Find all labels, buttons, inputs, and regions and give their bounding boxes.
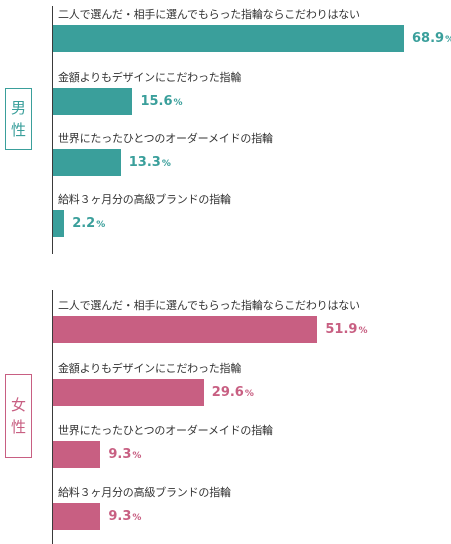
female-axis-line (52, 290, 53, 544)
female-category-label-1: 二人で選んだ・相手に選んでもらった指輪ならこだわりはない (58, 299, 360, 312)
male-category-label-4: 給料３ヶ月分の高級ブランドの指輪 (58, 193, 231, 206)
male-category-label-3: 世界にたったひとつのオーダーメイドの指輪 (58, 132, 273, 145)
male-category-label-2: 金額よりもデザインにこだわった指輪 (58, 71, 242, 84)
male-axis-line (52, 6, 53, 254)
female-value-number-4: 9.3 (108, 509, 132, 524)
female-bar-3 (53, 441, 101, 468)
male-value-label-3: 13.3% (129, 155, 171, 170)
male-value-number-4: 2.2 (72, 216, 96, 231)
female-value-unit-3: % (132, 451, 142, 461)
male-bar-1 (53, 25, 404, 52)
female-bar-4 (53, 503, 101, 530)
male-group-badge: 男 性 (5, 88, 32, 150)
female-value-number-2: 29.6 (211, 385, 244, 400)
male-bar-3 (53, 149, 121, 176)
male-value-number-3: 13.3 (128, 155, 161, 170)
female-value-unit-1: % (358, 326, 368, 336)
female-category-label-2: 金額よりもデザインにこだわった指輪 (58, 362, 242, 375)
female-group-badge: 女 性 (5, 374, 32, 458)
female-bar-2 (53, 379, 204, 406)
female-value-label-4: 9.3% (108, 509, 141, 524)
male-bar-2 (53, 88, 133, 115)
male-value-unit-4: % (96, 220, 106, 230)
male-value-unit-3: % (161, 159, 171, 169)
female-value-label-3: 9.3% (108, 447, 141, 462)
female-value-label-2: 29.6% (212, 385, 254, 400)
female-value-unit-2: % (244, 389, 254, 399)
female-category-label-3: 世界にたったひとつのオーダーメイドの指輪 (58, 424, 273, 437)
male-panel: 男 性 二人で選んだ・相手に選んでもらった指輪ならこだわりはない 68.9% 金額よ… (0, 0, 451, 260)
male-value-label-1: 68.9% (412, 31, 451, 46)
female-category-label-4: 給料３ヶ月分の高級ブランドの指輪 (58, 486, 231, 499)
female-value-number-1: 51.9 (325, 322, 358, 337)
female-bar-1 (53, 316, 318, 343)
female-badge-char-1: 女 (10, 396, 26, 414)
male-value-number-1: 68.9 (412, 31, 445, 46)
female-value-label-1: 51.9% (325, 322, 367, 337)
male-bar-4 (53, 210, 65, 237)
male-value-unit-2: % (173, 98, 183, 108)
female-value-number-3: 9.3 (108, 447, 132, 462)
female-value-unit-4: % (132, 513, 142, 523)
male-value-unit-1: % (445, 35, 451, 45)
male-value-number-2: 15.6 (140, 94, 173, 109)
female-badge-char-2: 性 (10, 418, 26, 436)
male-category-label-1: 二人で選んだ・相手に選んでもらった指輪ならこだわりはない (58, 8, 360, 21)
male-value-label-2: 15.6% (140, 94, 182, 109)
male-value-label-4: 2.2% (72, 216, 105, 231)
male-badge-char-2: 性 (10, 121, 26, 139)
male-badge-char-1: 男 (10, 99, 26, 117)
